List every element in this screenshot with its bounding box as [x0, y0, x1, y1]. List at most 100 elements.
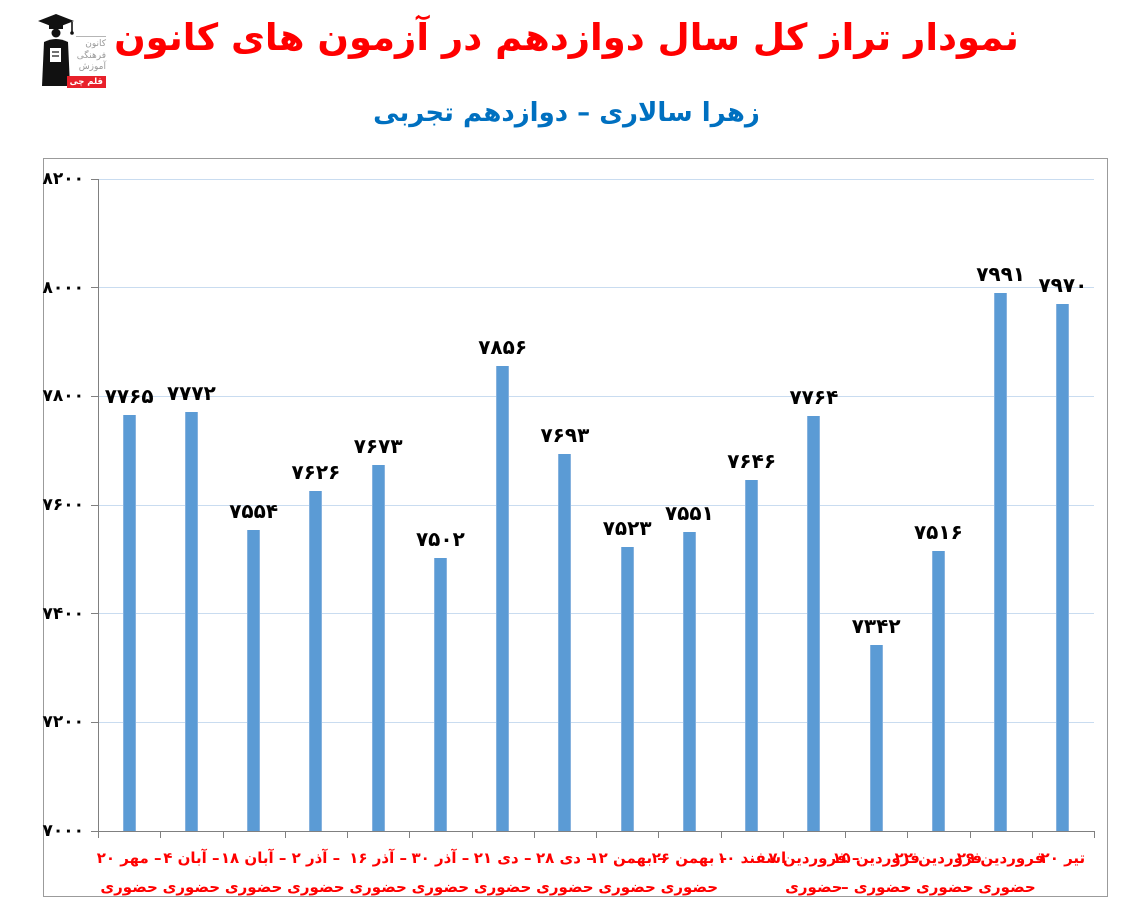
bar	[247, 529, 261, 831]
x-axis-tick	[720, 831, 722, 838]
x-axis-tick	[845, 831, 846, 838]
bar-value-label: ۷۵۱۶	[913, 519, 963, 544]
bar	[869, 645, 883, 831]
x-tick-label: ۱۶ آذر – حضوری	[327, 844, 429, 902]
chart-subtitle: زهرا سالاری – دوازدهم تجربی	[373, 98, 760, 128]
x-tick-label-line: ۲۰ تیر	[1040, 849, 1086, 867]
x-tick-label-line: حضوری	[473, 878, 532, 896]
bar	[807, 415, 821, 831]
x-tick-label: ۲۶ بهمن – حضوری	[638, 844, 740, 902]
x-tick-label-line: ۲۰ مهر –	[96, 849, 162, 867]
logo-text: کانون فرهنگی آموزش قلم چی	[66, 36, 106, 88]
bar-chart-frame: ۷۰۰۰ ۷۲۰۰ ۷۴۰۰ ۷۶۰۰ ۷۸۰۰ ۸۰۰۰ ۸۲۰۰ ۷۷۶۵ ۲۰ مهر –…	[42, 158, 1108, 897]
gridline	[98, 613, 1094, 615]
bar-value-label: ۷۹۷۰	[1038, 272, 1088, 297]
x-axis-tick	[160, 831, 162, 838]
bar	[931, 550, 945, 831]
x-axis-tick	[1094, 831, 1095, 838]
x-axis-tick	[533, 831, 535, 838]
x-tick-label-line: ۲ آذر –	[291, 849, 341, 867]
x-tick-label: ۲۰ تیر	[1012, 844, 1114, 873]
x-tick-label-line: ۱۸ آبان –	[220, 849, 287, 867]
bar-value-label: ۷۶۷۳	[353, 434, 403, 459]
gridline	[98, 178, 1094, 180]
x-tick-label-line: – حضوری	[841, 878, 912, 896]
bar-value-label: ۷۹۹۱	[976, 261, 1026, 286]
x-axis-tick	[969, 831, 971, 838]
chart-title: نمودار تراز کل سال دوازدهم در آزمون های …	[114, 16, 1019, 59]
x-tick-label-line: حضوری	[287, 878, 345, 896]
x-tick-label-line: ۱۶ آذر –	[349, 849, 407, 867]
x-tick-label-line: ۴ آبان –	[163, 849, 220, 867]
x-axis-tick	[1031, 831, 1033, 838]
y-axis-tick	[91, 395, 98, 397]
bar	[682, 531, 696, 831]
x-axis-tick	[782, 831, 784, 838]
bar-value-label: ۷۵۲۳	[602, 515, 652, 540]
x-tick-label-line: ۲۸ دی –	[536, 849, 594, 867]
x-tick-label: ۱۲ بهمن – حضوری	[576, 844, 678, 902]
y-tick-label: ۸۰۰۰	[42, 277, 84, 298]
bar-value-label: ۷۶۴۶	[727, 449, 777, 473]
bar	[184, 411, 198, 831]
x-tick-label: ۲۲ فروردین – حضوری	[887, 844, 989, 902]
bar	[994, 292, 1008, 831]
logo-org-line: کانون	[85, 39, 106, 49]
x-tick-label-line: حضوری	[598, 878, 656, 896]
x-tick-label: ۳۰ آذر – حضوری	[389, 844, 491, 902]
y-axis-tick	[91, 178, 98, 180]
bar-value-label: ۷۵۵۴	[229, 498, 279, 523]
gridline	[98, 395, 1094, 397]
bar	[558, 454, 572, 831]
graduate-icon	[36, 12, 80, 90]
x-tick-label: ۲۹ فروردین – حضوری	[950, 844, 1052, 902]
bar	[620, 546, 634, 831]
bar	[745, 480, 759, 831]
x-tick-label-line: ۲۶ بهمن –	[651, 849, 728, 867]
x-tick-label: ۲ آذر – حضوری	[265, 844, 367, 902]
bar	[122, 415, 136, 831]
x-tick-label: ۲۱ دی – حضوری	[452, 844, 554, 902]
y-tick-label: ۷۲۰۰	[42, 712, 84, 733]
x-tick-label: ۴ آبان – حضوری	[140, 844, 242, 902]
y-axis-tick	[91, 830, 98, 832]
x-tick-label-line: ۷ فروردین –	[768, 849, 860, 867]
bar	[371, 465, 385, 831]
gridline	[98, 287, 1094, 289]
logo-org-line: آموزش	[78, 62, 106, 72]
plot-area: ۷۰۰۰ ۷۲۰۰ ۷۴۰۰ ۷۶۰۰ ۷۸۰۰ ۸۰۰۰ ۸۲۰۰ ۷۷۶۵ ۲۰ مهر –…	[42, 159, 1107, 896]
x-tick-label-line: – حضوری	[965, 878, 1036, 896]
gridline	[98, 721, 1094, 723]
x-tick-label-line: ۱۰ اسفند	[717, 849, 787, 867]
x-axis-tick	[347, 831, 348, 838]
bar-value-label: ۷۵۵۱	[664, 500, 714, 525]
x-tick-label-line: حضوری	[100, 878, 158, 896]
x-axis-tick	[284, 831, 286, 838]
y-tick-label: ۷۶۰۰	[42, 495, 84, 515]
y-tick-label: ۷۸۰۰	[42, 386, 84, 407]
x-axis-tick	[222, 831, 224, 838]
x-tick-label: ۱۸ آبان – حضوری	[203, 844, 305, 902]
bar-value-label: ۷۶۹۳	[540, 423, 590, 448]
x-axis-tick	[409, 831, 411, 838]
x-tick-label-line: حضوری	[349, 878, 407, 896]
bar-value-label: ۷۳۴۲	[851, 614, 901, 639]
x-tick-label-line: حضوری	[785, 878, 843, 896]
bar-value-label: ۷۷۷۲	[166, 380, 216, 405]
x-tick-label-line: حضوری	[660, 878, 719, 896]
y-axis-tick	[91, 613, 98, 615]
x-tick-label: ۱۰ اسفند	[701, 844, 803, 873]
x-tick-label-line: حضوری	[162, 878, 221, 896]
bar	[1056, 303, 1070, 831]
y-axis-tick	[91, 721, 98, 723]
x-axis-tick	[907, 831, 909, 838]
x-tick-label-line: ۱۲ بهمن –	[589, 849, 665, 867]
bar	[309, 490, 323, 831]
x-tick-label: ۲۰ مهر – حضوری	[78, 844, 180, 902]
logo-brand-badge: قلم چی	[66, 75, 106, 88]
y-axis-line	[98, 179, 99, 831]
y-axis-tick	[91, 287, 98, 289]
x-tick-label-line: حضوری	[536, 878, 594, 896]
bar-value-label: ۷۶۲۶	[291, 459, 341, 484]
x-tick-label-line: ۱۵ فروردین	[832, 849, 920, 867]
